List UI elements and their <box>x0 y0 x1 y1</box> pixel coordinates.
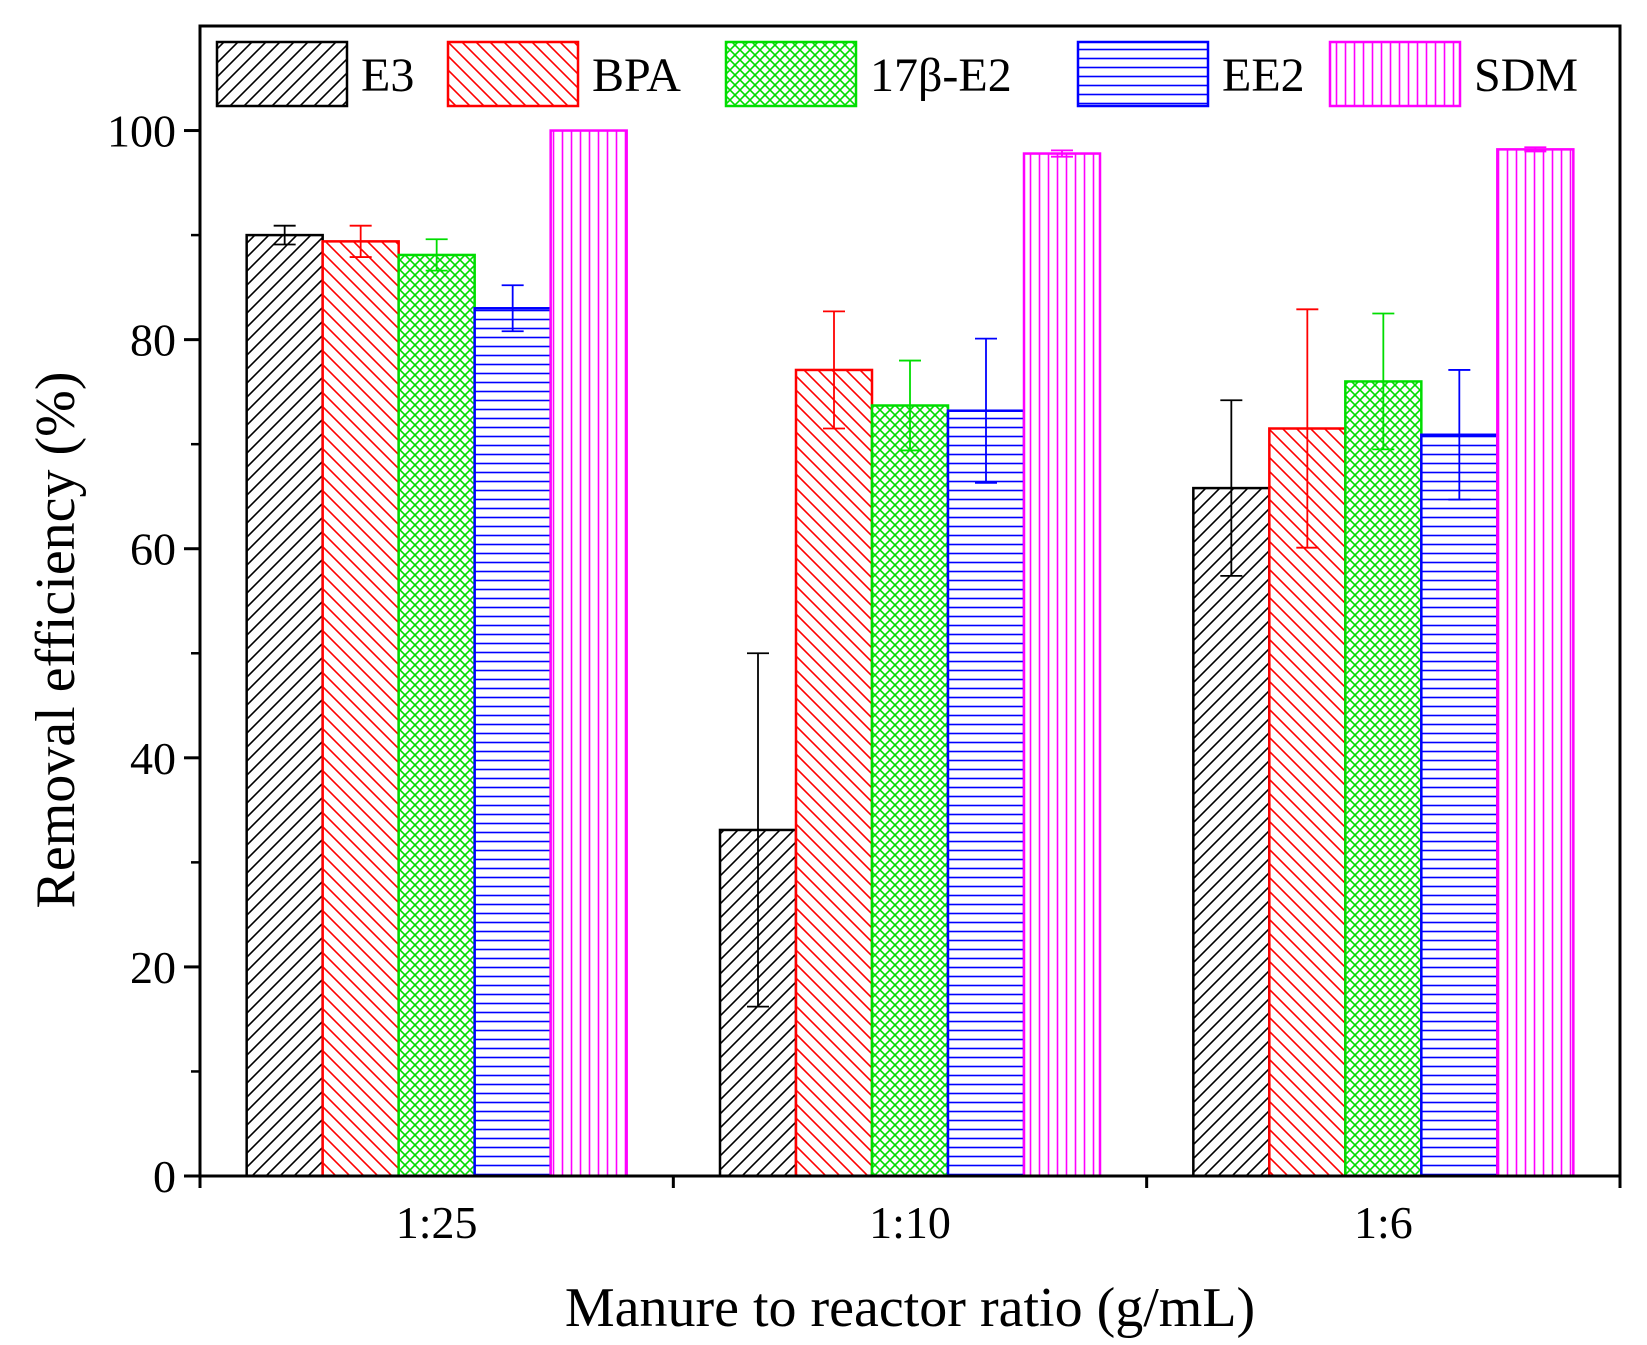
axis-layer: 0 20 40 60 80 100 1:25 1:10 1:6 <box>107 106 1622 1248</box>
legend-label: SDM <box>1474 49 1578 102</box>
legend-swatch <box>1328 40 1462 108</box>
bar-e3-1-25 <box>245 233 324 1178</box>
error-bar-ee2-1-6 <box>1448 369 1471 501</box>
legend-item-ee2: EE2 <box>1076 40 1305 108</box>
legend: E3 BPA 17β-E2 EE2 SDM <box>215 40 1578 108</box>
legend-label: 17β-E2 <box>870 49 1012 102</box>
bar-bpa-1-6 <box>1268 427 1347 1178</box>
legend-item-17-e2: 17β-E2 <box>724 40 1012 108</box>
legend-item-bpa: BPA <box>446 40 681 108</box>
plot-frame <box>198 24 1622 1178</box>
error-bar-e3-1-25 <box>273 224 296 246</box>
error-bar-bpa-1-25 <box>349 224 372 258</box>
error-bar-e3-1-10 <box>747 652 769 1008</box>
bar-ee2-1-6 <box>1420 433 1499 1178</box>
x-tick-label: 1:6 <box>1354 1197 1413 1248</box>
legend-swatch <box>1076 40 1210 108</box>
error-bar-bpa-1-6 <box>1296 308 1319 549</box>
y-axis-title: Removal efficiency (%) <box>25 372 87 909</box>
legend-swatch <box>446 40 580 108</box>
x-tick-label: 1:10 <box>869 1197 951 1248</box>
error-bar-sdm-1-10 <box>1051 149 1073 158</box>
legend-item-e3: E3 <box>215 40 414 108</box>
legend-swatch <box>724 40 858 108</box>
error-bar-bpa-1-10 <box>823 310 845 430</box>
legend-swatch <box>215 40 349 108</box>
error-bar-ee2-1-25 <box>501 284 524 333</box>
bar-bpa-1-25 <box>321 240 400 1178</box>
error-bar-e3-1-6 <box>1220 399 1243 577</box>
bars-layer <box>245 129 1575 1178</box>
y-tick-label: 60 <box>130 524 176 575</box>
bar-17-e2-1-6 <box>1344 380 1423 1178</box>
x-axis-title: Manure to reactor ratio (g/mL) <box>565 1277 1255 1339</box>
bar-17-e2-1-25 <box>397 253 476 1178</box>
bar-e3-1-6 <box>1192 486 1271 1178</box>
error-bar-17-e2-1-10 <box>899 359 921 452</box>
bar-17-e2-1-10 <box>870 404 950 1178</box>
y-tick-label: 100 <box>107 106 176 157</box>
error-bar-17-e2-1-25 <box>425 238 448 272</box>
bar-bpa-1-10 <box>794 368 874 1178</box>
error-bar-17-e2-1-6 <box>1372 312 1395 451</box>
bar-ee2-1-25 <box>473 307 552 1178</box>
bar-sdm-1-25 <box>549 129 628 1178</box>
legend-item-sdm: SDM <box>1328 40 1578 108</box>
error-bars-layer <box>273 146 1547 1008</box>
bar-sdm-1-10 <box>1022 152 1102 1178</box>
y-tick-label: 80 <box>130 315 176 366</box>
bar-sdm-1-6 <box>1496 148 1575 1178</box>
x-tick-label: 1:25 <box>396 1197 478 1248</box>
y-tick-label: 0 <box>153 1151 176 1202</box>
legend-label: E3 <box>361 49 414 102</box>
error-bar-sdm-1-6 <box>1524 146 1547 153</box>
y-tick-label: 20 <box>130 942 176 993</box>
y-tick-label: 40 <box>130 733 176 784</box>
bar-ee2-1-10 <box>946 409 1026 1178</box>
error-bar-ee2-1-10 <box>975 337 997 484</box>
legend-label: BPA <box>592 49 681 102</box>
legend-label: EE2 <box>1222 49 1305 102</box>
